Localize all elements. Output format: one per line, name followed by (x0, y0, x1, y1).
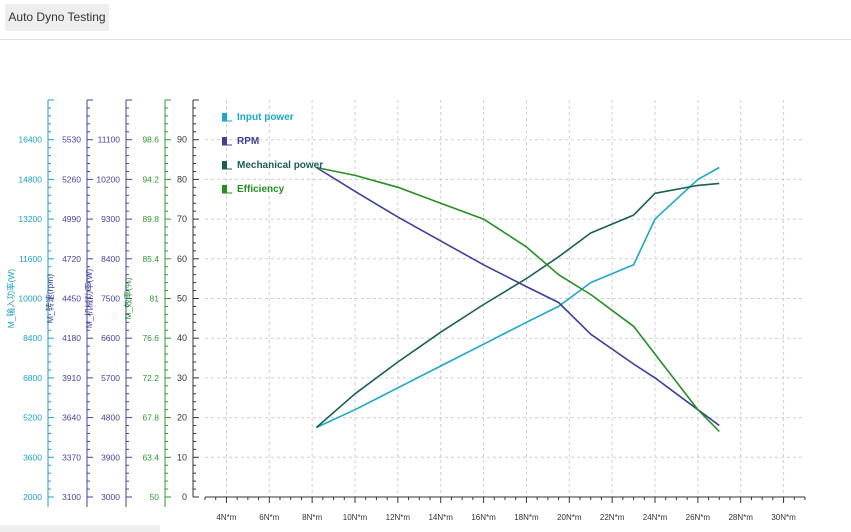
x-axis-tick-label: 18N*m (514, 513, 539, 522)
y-axis-tick-label: 10200 (96, 174, 120, 184)
y-axis-tick-label: 67.8 (142, 413, 159, 423)
main-axis-tick-label: 80 (177, 174, 187, 184)
main-axis-tick-label: 30 (177, 373, 187, 383)
x-axis-tick-label: 28N*m (728, 513, 753, 522)
y-axis-tick-label: 85.4 (142, 254, 159, 264)
y-axis-tick-label: 11600 (19, 254, 42, 264)
main-axis-tick-label: 40 (177, 333, 187, 343)
legend-swatch (222, 161, 227, 169)
y-axis-tick-label: 11100 (98, 135, 121, 145)
y-axis-tick-label: 2000 (23, 492, 42, 502)
x-axis-tick-label: 16N*m (471, 513, 496, 522)
y-axis-tick-label: 3600 (23, 452, 42, 462)
y-axis-tick-label: 14800 (18, 174, 42, 184)
bottom-panel-tab[interactable] (0, 525, 160, 532)
y-axis-tick-label: 4800 (101, 413, 120, 423)
y-axis-tick-label: 13200 (18, 214, 42, 224)
y-axis-tick-label: 50 (150, 492, 160, 502)
y-axis-tick-label: 63.4 (142, 452, 159, 462)
main-axis-tick-label: 60 (177, 254, 187, 264)
legend-label: Efficiency (237, 184, 285, 195)
y-axis-tick-label: 89.8 (142, 214, 159, 224)
y-axis-tick-label: 8400 (23, 333, 42, 343)
dyno-testing-tab[interactable]: Auto Dyno Testing (5, 4, 109, 31)
y-axis-tick-label: 94.2 (142, 174, 159, 184)
main-axis-tick-label: 70 (177, 214, 187, 224)
series-line-efficiency (316, 166, 720, 433)
y-axis-tick-label: 4990 (62, 214, 81, 224)
y-axis-tick-label: 16400 (18, 135, 42, 145)
y-axis-title: M_转速(rpm) (45, 274, 55, 323)
y-axis-title: M_输入功率(W) (6, 269, 16, 329)
y-axis-tick-label: 3640 (62, 413, 81, 423)
legend-label: Mechanical power (237, 160, 323, 171)
x-axis-tick-label: 26N*m (686, 513, 711, 522)
y-axis-tick-label: 8400 (101, 254, 120, 264)
y-axis-tick-label: 4180 (62, 333, 81, 343)
main-axis-tick-label: 0 (182, 492, 187, 502)
y-axis-tick-label: 3000 (101, 492, 120, 502)
legend-label: RPM (237, 136, 259, 147)
y-axis-tick-label: 98.6 (142, 135, 159, 145)
y-axis-title: M_效率(%) (123, 277, 133, 319)
x-axis-tick-label: 10N*m (343, 513, 368, 522)
y-axis-tick-label: 3910 (62, 373, 81, 383)
series-line-rpm (315, 166, 720, 427)
y-axis-tick-label: 5200 (23, 413, 42, 423)
x-axis-tick-label: 4N*m (216, 513, 236, 522)
legend-swatch (222, 137, 227, 145)
main-axis-tick-label: 50 (177, 294, 187, 304)
x-axis-tick-label: 20N*m (557, 513, 582, 522)
x-axis-tick-label: 8N*m (302, 513, 322, 522)
y-axis-tick-label: 4450 (62, 294, 81, 304)
y-axis-title: M_机械功率(W) (84, 269, 94, 329)
y-axis-tick-label: 3100 (62, 492, 81, 502)
x-axis-tick-label: 22N*m (600, 513, 625, 522)
y-axis-tick-label: 9300 (101, 214, 120, 224)
y-axis-tick-label: 5530 (62, 135, 81, 145)
secondary-y-axes: 2000 3600 5200 6800 8400 10000 11600 13200 14800… (6, 99, 171, 507)
y-axis-tick-label: 3900 (101, 452, 120, 462)
y-axis-tick-label: 76.6 (142, 333, 159, 343)
x-axis-tick-label: 24N*m (643, 513, 668, 522)
main-axis-tick-label: 10 (177, 452, 187, 462)
x-axis: 4N*m 6N*m 8N*m 10N*m 12N*m 14N*m 16N*m 18N*m 20N… (204, 496, 806, 522)
y-axis-tick-label: 10000 (18, 294, 42, 304)
series-line-mechanical-power (315, 182, 720, 429)
series-lines (315, 166, 720, 433)
y-axis-tick-label: 5260 (62, 174, 81, 184)
main-axis-tick-label: 90 (177, 135, 187, 145)
x-axis-tick-label: 12N*m (386, 513, 411, 522)
legend-label: Input power (237, 112, 294, 123)
legend-swatch (222, 113, 227, 121)
main-axis-tick-label: 20 (177, 413, 187, 423)
y-axis-tick-label: 6800 (23, 373, 42, 383)
y-axis-tick-label: 81 (150, 294, 160, 304)
legend: Input power RPM Mechanical power Efficiency (222, 112, 323, 195)
y-axis-tick-label: 4720 (62, 254, 81, 264)
x-axis-tick-label: 6N*m (259, 513, 279, 522)
y-axis-tick-label: 6600 (101, 333, 120, 343)
main-y-axis: 0 10 20 30 40 50 60 70 80 90 (177, 99, 199, 502)
series-line-input-power (316, 166, 720, 429)
y-axis-tick-label: 72.2 (142, 373, 159, 383)
x-axis-tick-label: 14N*m (428, 513, 453, 522)
legend-swatch (222, 185, 227, 193)
y-axis-tick-label: 7500 (101, 294, 120, 304)
header-divider (0, 39, 851, 40)
y-axis-tick-label: 3370 (62, 452, 81, 462)
x-axis-tick-label: 30N*m (771, 513, 796, 522)
y-axis-tick-label: 5700 (101, 373, 120, 383)
